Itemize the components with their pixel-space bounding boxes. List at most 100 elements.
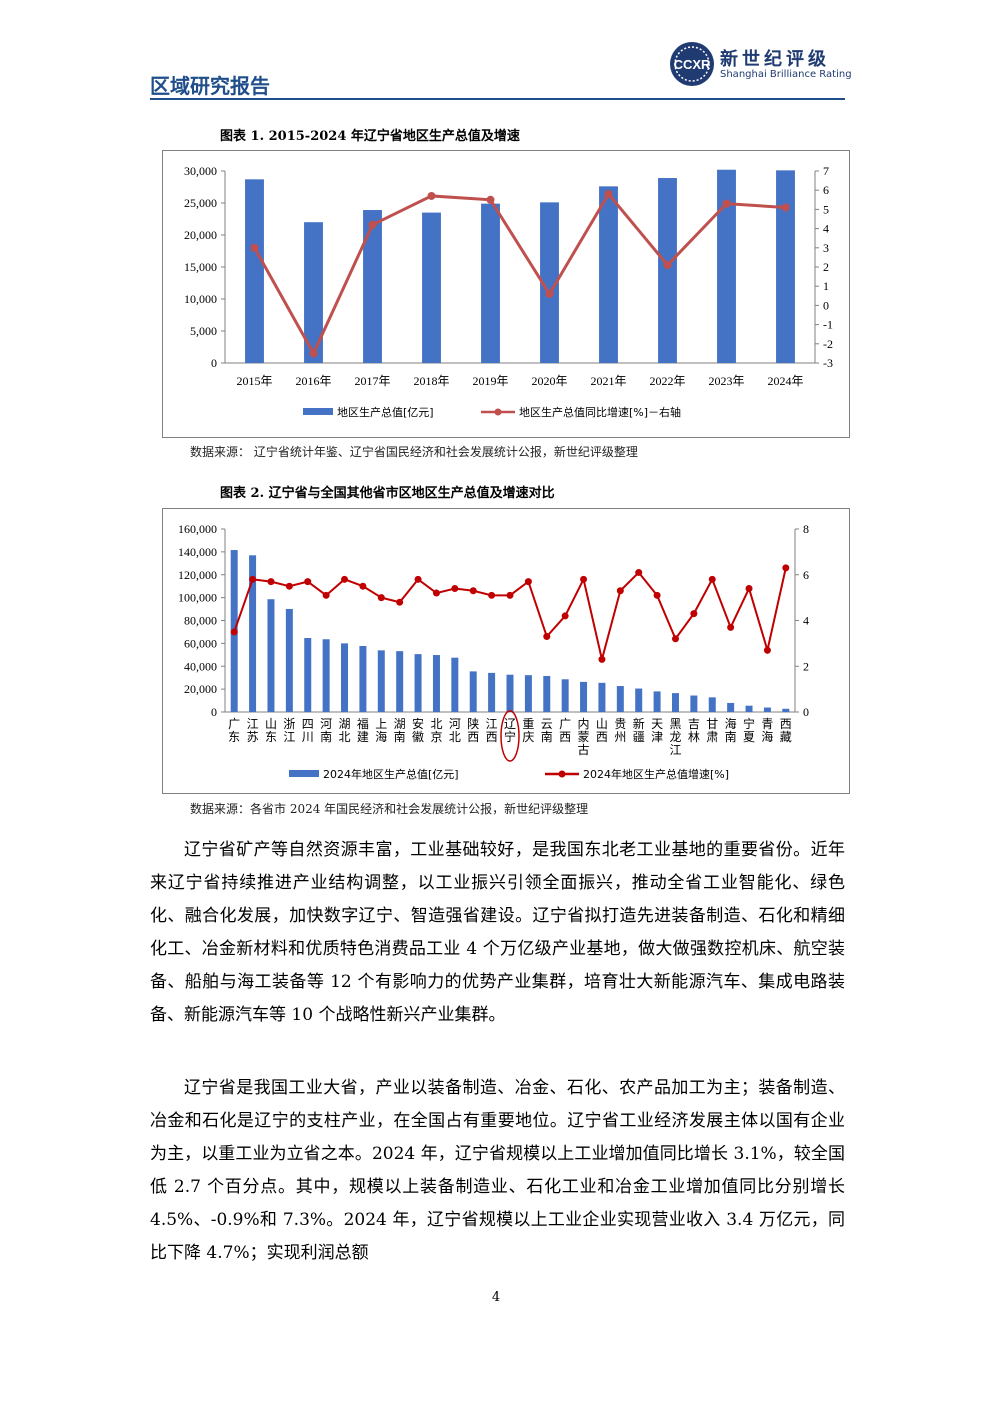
y-right-tick-label: 4	[803, 614, 809, 628]
x-tick-label-安徽: 徽	[412, 729, 424, 744]
bar-甘肃	[708, 697, 716, 712]
y-left-tick-label: 140,000	[178, 545, 217, 559]
bar-2017年	[363, 210, 382, 363]
bar-黑龙江	[671, 693, 679, 712]
y-left-tick-label: 5,000	[190, 324, 217, 338]
point-湖北	[341, 575, 349, 583]
y-right-tick-label: 0	[823, 298, 829, 312]
point-青海	[763, 646, 771, 654]
point-广东	[230, 628, 238, 636]
point-安徽	[414, 575, 422, 583]
x-tick-label-山西: 西	[596, 730, 608, 744]
bar-浙江	[285, 608, 293, 712]
x-tick-label-广西: 西	[559, 730, 571, 744]
logo-english-name: Shanghai Brilliance Rating	[720, 69, 852, 80]
x-tick-label-云南: 云	[541, 717, 553, 731]
point-黑龙江	[671, 635, 679, 643]
chart2-source: 数据来源：各省市 2024 年国民经济和社会发展统计公报，新世纪评级整理	[190, 802, 589, 816]
x-tick-label-西藏: 西	[780, 717, 792, 731]
point-浙江	[285, 582, 293, 590]
legend-bar-swatch	[303, 408, 333, 415]
y-left-tick-label: 30,000	[184, 164, 217, 178]
x-tick-label: 2016年	[295, 374, 331, 388]
chart2-title: 图表 2. 辽宁省与全国其他省市区地区生产总值及增速对比	[220, 486, 555, 501]
x-tick-label-湖北: 北	[339, 730, 351, 744]
x-tick-label-贵州: 贵	[614, 717, 626, 731]
point-河南	[322, 591, 330, 599]
x-tick-label-陕西: 西	[467, 730, 479, 744]
x-tick-label-河北: 河	[449, 717, 461, 731]
x-tick-label-上海: 上	[375, 717, 387, 731]
x-tick-label-海南: 南	[725, 729, 737, 744]
point-上海	[377, 594, 385, 602]
y-right-tick-label: 8	[803, 522, 809, 536]
x-tick-label-重庆: 重	[522, 717, 534, 731]
bar-安徽	[414, 654, 422, 712]
bar-海南	[727, 702, 735, 712]
x-tick-label-上海: 海	[375, 729, 387, 744]
x-tick-label-山东: 山	[265, 717, 277, 731]
point-2019年	[486, 195, 495, 204]
point-天津	[653, 591, 661, 599]
bar-福建	[359, 646, 367, 712]
bar-2018年	[422, 212, 441, 363]
point-2021年	[604, 190, 613, 199]
x-tick-label: 2024年	[767, 374, 803, 388]
highlight-ellipse-liaoning	[500, 710, 520, 762]
point-2024年	[781, 203, 790, 212]
x-tick-label-四川: 川	[302, 730, 314, 744]
y-right-tick-label: -2	[823, 337, 833, 351]
y-left-tick-label: 40,000	[184, 659, 217, 673]
chart1-frame: 0 5,000 10,000 15,000 20,000 25,000 30,000 -3 -2…	[162, 150, 850, 438]
y-right-tick-label: 5	[823, 202, 829, 216]
point-云南	[543, 633, 551, 641]
x-tick-label-海南: 海	[725, 716, 737, 731]
point-2020年	[545, 289, 554, 298]
chart1-source: 数据来源： 辽宁省统计年鉴、辽宁省国民经济和社会发展统计公报，新世纪评级整理	[190, 445, 638, 459]
point-吉林	[690, 610, 698, 618]
y-left-tick-label: 20,000	[184, 228, 217, 242]
x-tick-label: 2020年	[531, 374, 567, 388]
x-tick-label-福建: 建	[357, 730, 369, 744]
y-right-tick-label: 6	[803, 568, 809, 582]
bar-内蒙古	[580, 681, 588, 712]
logo-chinese-name: 新世纪评级	[720, 49, 830, 70]
bar-云南	[543, 675, 551, 712]
bar-新疆	[635, 688, 643, 712]
bar-2020年	[540, 202, 559, 363]
point-2016年	[309, 349, 318, 358]
bar-2022年	[658, 178, 677, 363]
y-right-tick-label: 6	[823, 183, 829, 197]
x-tick-label-北京: 京	[430, 730, 442, 744]
x-tick-label-贵州: 州	[614, 730, 626, 744]
point-新疆	[635, 568, 643, 576]
chart1-svg: 0 5,000 10,000 15,000 20,000 25,000 30,000 -3 -2…	[184, 164, 833, 419]
x-tick-label-青海: 海	[761, 729, 773, 744]
bar-2021年	[599, 186, 618, 363]
body-paragraph-2: 辽宁省是我国工业大省，产业以装备制造、冶金、石化、农产品加工为主；装备制造、冶金…	[150, 1078, 845, 1263]
chart2-frame: 0 20,000 40,000 60,000 80,000 100,000 120,000 1…	[162, 508, 850, 794]
y-left-tick-label: 0	[211, 705, 217, 719]
bar-吉林	[690, 695, 698, 712]
x-tick-label-辽宁: 宁	[504, 729, 516, 744]
x-tick-label-内蒙古: 蒙	[578, 730, 590, 744]
bar-江西	[488, 672, 496, 712]
bar-北京	[432, 655, 440, 712]
point-广西	[561, 612, 569, 620]
y-right-tick-label: 4	[823, 222, 829, 236]
bar-青海	[763, 707, 771, 712]
bar-河南	[322, 639, 330, 712]
point-贵州	[616, 587, 624, 595]
y-right-tick-label: 0	[803, 705, 809, 719]
chart2-svg: 0 20,000 40,000 60,000 80,000 100,000 120,000 1…	[178, 522, 809, 781]
x-tick-label-河南: 河	[320, 717, 332, 731]
body-paragraph-1: 辽宁省矿产等自然资源丰富，工业基础较好，是我国东北老工业基地的重要省份。近年来辽…	[150, 840, 845, 1025]
point-2015年	[250, 243, 259, 252]
legend-line-marker	[494, 408, 502, 416]
y-left-tick-label: 0	[211, 356, 217, 370]
point-江苏	[249, 575, 257, 583]
bar-陕西	[469, 671, 477, 712]
bar-宁夏	[745, 705, 753, 712]
x-tick-label: 2018年	[413, 374, 449, 388]
x-tick-label-甘肃: 甘	[706, 717, 718, 731]
